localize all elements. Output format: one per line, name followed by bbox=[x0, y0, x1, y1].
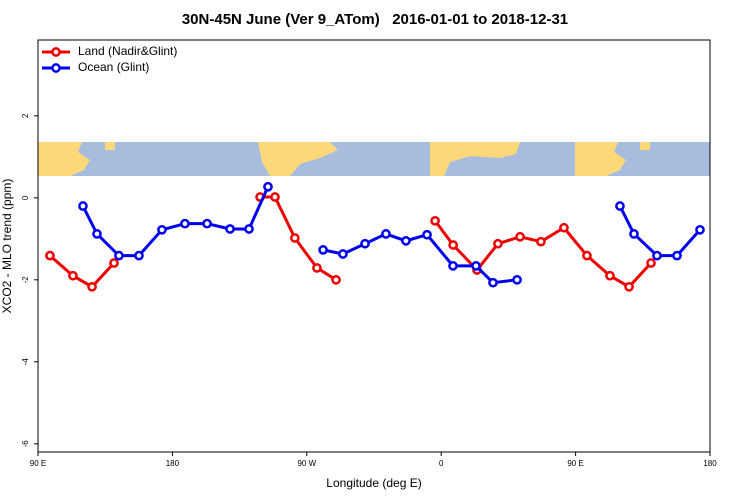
legend-label: Ocean (Glint) bbox=[78, 60, 149, 74]
data-point bbox=[78, 201, 88, 211]
plot-frame bbox=[37, 39, 711, 453]
series-line bbox=[81, 186, 270, 258]
data-point bbox=[87, 281, 97, 292]
data-point bbox=[582, 250, 592, 261]
data-point bbox=[536, 236, 546, 247]
data-point bbox=[331, 274, 341, 285]
data-point bbox=[471, 261, 481, 271]
data-point bbox=[134, 250, 144, 261]
y-axis-label: XCO2 - MLO trend (ppm) bbox=[0, 179, 14, 314]
data-point bbox=[270, 192, 280, 202]
data-point bbox=[488, 277, 498, 288]
data-point bbox=[360, 238, 370, 249]
chart-title: 30N-45N June (Ver 9_ATom) 2016-01-01 to … bbox=[182, 11, 568, 28]
series-line bbox=[322, 232, 518, 285]
data-point bbox=[515, 231, 525, 242]
y-tick-label: -4 bbox=[21, 358, 30, 366]
legend-marker bbox=[51, 47, 61, 57]
data-point bbox=[381, 229, 391, 239]
data-point bbox=[448, 261, 458, 271]
map-band bbox=[38, 142, 710, 176]
legend-marker bbox=[51, 63, 61, 73]
data-point bbox=[672, 250, 682, 261]
series-line bbox=[433, 219, 653, 289]
x-tick-label: 0 bbox=[439, 459, 444, 468]
data-point bbox=[448, 240, 458, 250]
data-point bbox=[45, 250, 55, 261]
x-tick-label: 180 bbox=[166, 459, 180, 468]
x-tick-label: 90 E bbox=[30, 459, 46, 468]
data-point bbox=[338, 249, 348, 259]
x-tick-label: 90 W bbox=[297, 459, 316, 468]
y-tick-label: -2 bbox=[21, 276, 30, 284]
series-line bbox=[48, 254, 116, 289]
data-point bbox=[493, 238, 503, 249]
data-point bbox=[615, 201, 625, 211]
y-tick-label: 2 bbox=[21, 113, 30, 118]
y-tick-label: 0 bbox=[21, 195, 30, 200]
legend-label: Land (Nadir&Glint) bbox=[78, 44, 177, 58]
y-tick-label: -6 bbox=[21, 440, 30, 448]
data-point bbox=[401, 236, 411, 246]
x-axis-label: Longitude (deg E) bbox=[326, 476, 421, 490]
data-point bbox=[695, 224, 705, 235]
data-point bbox=[512, 274, 522, 285]
data-point bbox=[157, 224, 167, 235]
data-point bbox=[92, 229, 102, 239]
data-point bbox=[312, 263, 322, 273]
data-point bbox=[624, 281, 634, 292]
data-point bbox=[244, 224, 254, 234]
data-point bbox=[652, 250, 662, 261]
data-point bbox=[559, 222, 569, 233]
data-point bbox=[109, 258, 119, 268]
data-point bbox=[263, 181, 273, 192]
data-point bbox=[605, 270, 615, 281]
data-point bbox=[646, 258, 656, 268]
x-tick-label: 180 bbox=[703, 459, 717, 468]
data-point bbox=[202, 218, 212, 229]
data-point bbox=[180, 218, 190, 229]
data-point bbox=[114, 250, 124, 261]
x-tick-label: 90 E bbox=[567, 459, 583, 468]
data-point bbox=[422, 229, 432, 240]
data-point bbox=[290, 233, 300, 243]
data-point bbox=[430, 215, 440, 226]
data-point bbox=[225, 224, 235, 234]
data-point bbox=[629, 229, 639, 239]
data-point bbox=[318, 245, 328, 255]
data-point bbox=[68, 270, 78, 281]
